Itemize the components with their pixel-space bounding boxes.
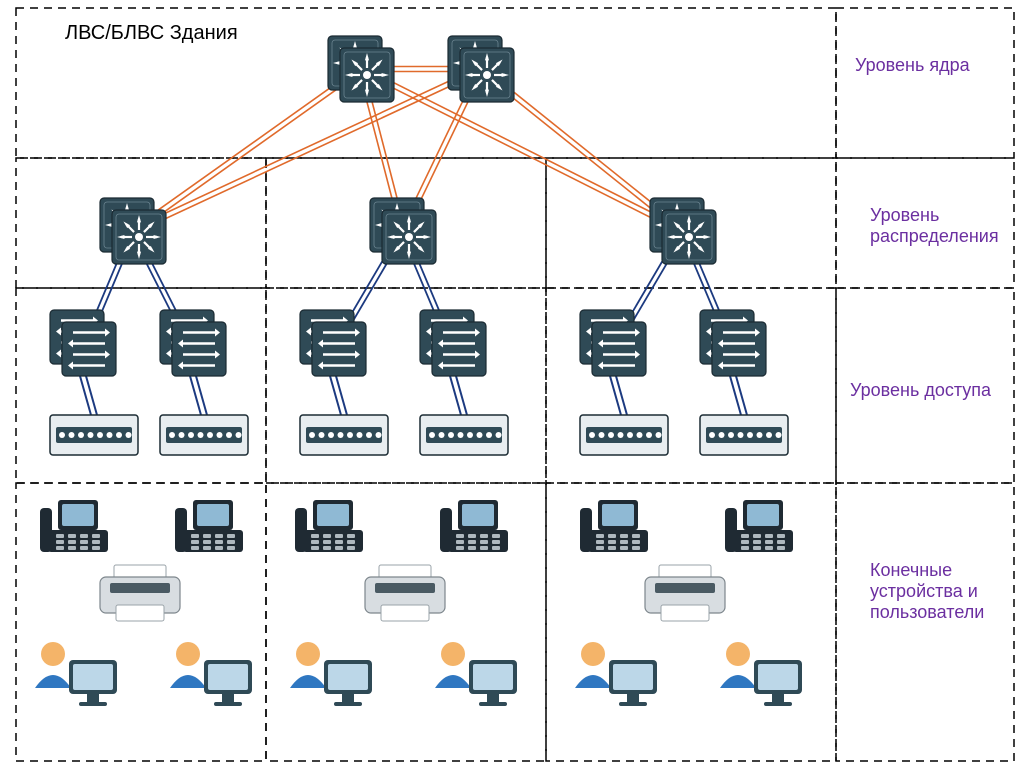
switch-icon: [160, 310, 226, 376]
phone-icon: [295, 500, 363, 552]
phone-icon: [40, 500, 108, 552]
user-pc-icon: [720, 642, 802, 706]
patch-panel-icon: [420, 415, 508, 455]
patch-panel-icon: [700, 415, 788, 455]
router-icon: [370, 198, 436, 264]
phone-icon: [175, 500, 243, 552]
label-end: Конечные устройства и пользователи: [870, 560, 984, 623]
switch-icon: [300, 310, 366, 376]
printer-icon: [365, 565, 445, 621]
user-pc-icon: [435, 642, 517, 706]
user-pc-icon: [575, 642, 657, 706]
user-pc-icon: [170, 642, 252, 706]
switch-icon: [700, 310, 766, 376]
phone-icon: [580, 500, 648, 552]
printer-icon: [100, 565, 180, 621]
router-icon: [100, 198, 166, 264]
diagram-canvas: ЛВС/БЛВС Здания Уровень ядра Уровень рас…: [0, 0, 1024, 775]
phone-icon: [440, 500, 508, 552]
user-pc-icon: [290, 642, 372, 706]
router-icon: [328, 36, 394, 102]
label-core: Уровень ядра: [855, 55, 970, 76]
patch-panel-icon: [50, 415, 138, 455]
label-distr: Уровень распределения: [870, 205, 999, 247]
patch-panel-icon: [160, 415, 248, 455]
router-icon: [650, 198, 716, 264]
switch-icon: [580, 310, 646, 376]
switch-icon: [50, 310, 116, 376]
user-pc-icon: [35, 642, 117, 706]
patch-panel-icon: [300, 415, 388, 455]
router-icon: [448, 36, 514, 102]
phone-icon: [725, 500, 793, 552]
diagram-title: ЛВС/БЛВС Здания: [65, 22, 238, 45]
patch-panel-icon: [580, 415, 668, 455]
switch-icon: [420, 310, 486, 376]
label-access: Уровень доступа: [850, 380, 991, 401]
printer-icon: [645, 565, 725, 621]
